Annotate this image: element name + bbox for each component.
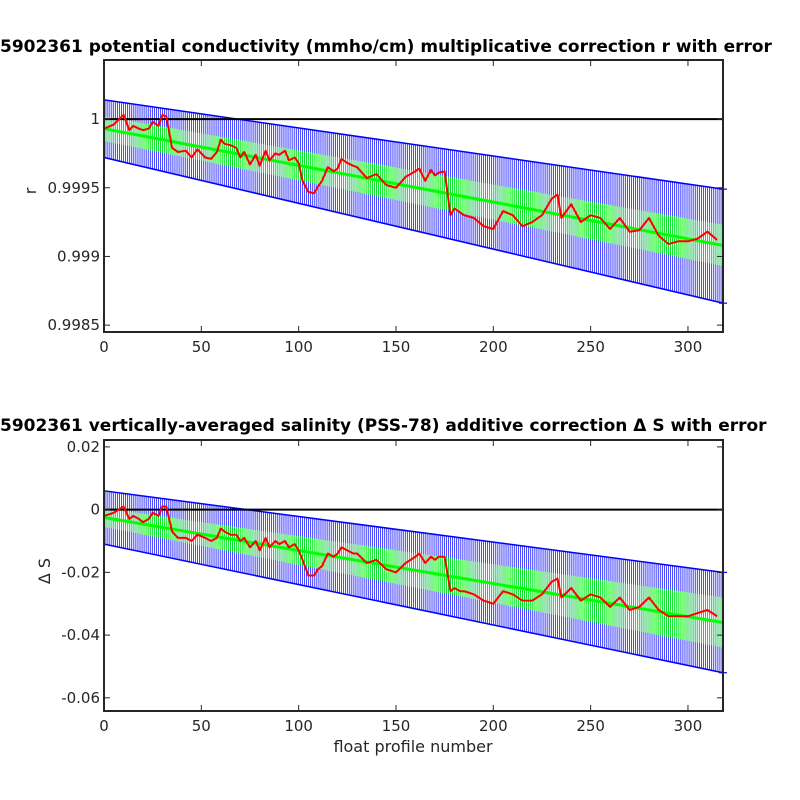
axes-box (103, 59, 724, 333)
fit-line (103, 515, 724, 625)
correction-series-line (103, 113, 718, 246)
x-tick-label: 0 (99, 338, 109, 356)
x-tick-label: 250 (576, 717, 605, 735)
fit-error-bars (103, 508, 724, 648)
y-tick-label: 0.9985 (48, 316, 101, 334)
chart-title: 5902361 potential conductivity (mmho/cm)… (0, 37, 773, 57)
y-tick-label: -0.04 (61, 626, 100, 644)
fit-error-bars (103, 116, 724, 267)
fit-line (103, 127, 724, 247)
axes-box (103, 439, 724, 712)
y-axis-label: r (21, 187, 40, 194)
y-tick-label: -0.02 (61, 563, 100, 581)
x-tick-label: 50 (192, 338, 211, 356)
x-tick-label: 200 (479, 717, 508, 735)
y-axis-label: Δ S (35, 558, 54, 584)
x-tick-label: 250 (576, 338, 605, 356)
conductivity-correction-panel: 5902361 potential conductivity (mmho/cm)… (0, 37, 773, 356)
chart-title: 5902361 vertically-averaged salinity (PS… (0, 416, 767, 436)
x-tick-label: 300 (674, 717, 703, 735)
x-tick-label: 200 (479, 338, 508, 356)
y-tick-label: 0 (90, 501, 100, 519)
y-tick-label: 0.9995 (48, 179, 101, 197)
y-tick-label: 0.02 (67, 438, 100, 456)
x-tick-label: 150 (382, 338, 411, 356)
x-tick-label: 150 (382, 717, 411, 735)
correction-series-line (103, 505, 718, 618)
y-tick-label: 1 (90, 110, 100, 128)
y-tick-label: -0.06 (61, 689, 100, 707)
y-tick-label: 0.999 (57, 247, 100, 265)
error-upper-bound (103, 490, 724, 574)
x-tick-label: 100 (284, 338, 313, 356)
plot-area: 0 50 100 150 200 250 300 -0.06 -0.04 -0.02 0 0.02 (61, 438, 727, 735)
plot-area: 0 50 100 150 200 250 300 0.9985 0.999 0.9995 1 (48, 59, 727, 356)
x-axis-label: float profile number (333, 737, 493, 756)
x-tick-label: 50 (192, 717, 211, 735)
x-tick-label: 300 (674, 338, 703, 356)
x-tick-label: 100 (284, 717, 313, 735)
salinity-correction-panel: 5902361 vertically-averaged salinity (PS… (0, 416, 767, 756)
error-lower-bound (103, 156, 724, 304)
x-tick-label: 0 (99, 717, 109, 735)
error-lower-bound (103, 543, 724, 674)
error-upper-bound (103, 99, 724, 190)
